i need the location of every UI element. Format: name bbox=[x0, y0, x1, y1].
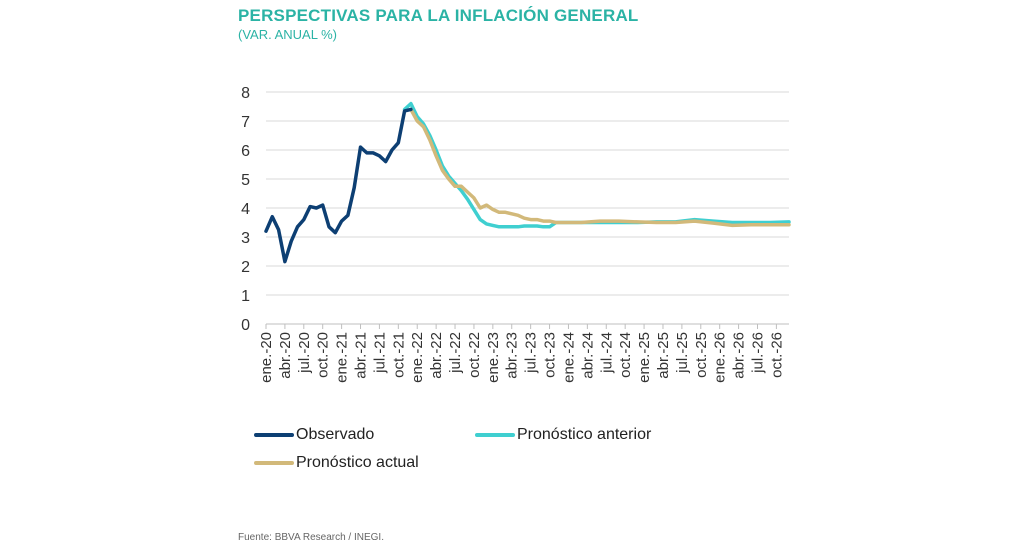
x-tick-label: jul.-23 bbox=[523, 332, 540, 374]
y-tick-label: 6 bbox=[241, 143, 250, 160]
legend-label-observado: Observado bbox=[296, 426, 375, 443]
x-tick-label: ene.-20 bbox=[258, 332, 275, 383]
legend-label-pronostico-anterior: Pronóstico anterior bbox=[517, 426, 652, 443]
x-tick-label: oct.-22 bbox=[466, 332, 483, 378]
x-tick-label: ene.-25 bbox=[636, 332, 653, 383]
x-tick-label: abr.-23 bbox=[504, 332, 521, 379]
x-tick-label: abr.-21 bbox=[353, 332, 370, 379]
y-axis-tick-labels: 0 1 2 3 4 5 6 7 8 bbox=[241, 85, 250, 334]
legend-swatch-pronostico-anterior bbox=[475, 433, 515, 437]
x-tick-label: ene.-21 bbox=[334, 332, 351, 383]
y-tick-label: 3 bbox=[241, 230, 250, 247]
series-pronostico-actual-line bbox=[409, 107, 791, 228]
legend-swatch-observado bbox=[254, 433, 294, 437]
y-tick-label: 8 bbox=[241, 85, 250, 102]
legend-item-pronostico-actual: Pronóstico actual bbox=[254, 454, 419, 472]
series-lines bbox=[264, 101, 791, 264]
series-observado-line bbox=[264, 107, 413, 264]
grid-lines bbox=[266, 91, 789, 325]
y-tick-label: 1 bbox=[241, 288, 250, 305]
x-tick-label: abr.-20 bbox=[277, 332, 294, 379]
y-tick-label: 4 bbox=[241, 201, 250, 218]
chart-subtitle: (VAR. ANUAL %) bbox=[238, 27, 337, 42]
x-tick-label: ene.-22 bbox=[409, 332, 426, 383]
x-tick-label: jul.-26 bbox=[749, 332, 766, 374]
legend-item-observado: Observado bbox=[254, 426, 374, 444]
x-tick-label: jul.-24 bbox=[598, 332, 615, 374]
x-tick-label: abr.-22 bbox=[428, 332, 445, 379]
x-tick-label: oct.-26 bbox=[768, 332, 785, 378]
x-tick-label: jul.-21 bbox=[371, 332, 388, 374]
x-tick-label: oct.-24 bbox=[617, 332, 634, 378]
x-tick-label: jul.-20 bbox=[296, 332, 313, 374]
x-axis-tick-labels: ene.-20 abr.-20 jul.-20 oct.-20 ene.-21 abr.-… bbox=[258, 324, 785, 383]
y-tick-label: 5 bbox=[241, 172, 250, 189]
x-tick-label: oct.-21 bbox=[390, 332, 407, 378]
y-tick-label: 7 bbox=[241, 114, 250, 131]
chart-title: PERSPECTIVAS PARA LA INFLACIÓN GENERAL bbox=[238, 6, 639, 25]
legend-item-pronostico-anterior: Pronóstico anterior bbox=[475, 426, 651, 444]
x-tick-label: ene.-24 bbox=[560, 332, 577, 383]
x-tick-label: abr.-24 bbox=[579, 332, 596, 379]
x-tick-label: oct.-20 bbox=[315, 332, 332, 378]
source-note: Fuente: BBVA Research / INEGI. bbox=[238, 532, 384, 543]
x-tick-label: oct.-23 bbox=[542, 332, 559, 378]
y-tick-label: 0 bbox=[241, 317, 250, 334]
x-tick-label: jul.-25 bbox=[674, 332, 691, 374]
x-tick-label: ene.-23 bbox=[485, 332, 502, 383]
x-tick-label: oct.-25 bbox=[693, 332, 710, 378]
legend-swatch-pronostico-actual bbox=[254, 461, 294, 465]
x-tick-label: abr.-25 bbox=[655, 332, 672, 379]
y-tick-label: 2 bbox=[241, 259, 250, 276]
x-tick-label: ene.-26 bbox=[712, 332, 729, 383]
x-tick-label: jul.-22 bbox=[447, 332, 464, 374]
x-tick-label: abr.-26 bbox=[731, 332, 748, 379]
legend-label-pronostico-actual: Pronóstico actual bbox=[296, 454, 419, 471]
